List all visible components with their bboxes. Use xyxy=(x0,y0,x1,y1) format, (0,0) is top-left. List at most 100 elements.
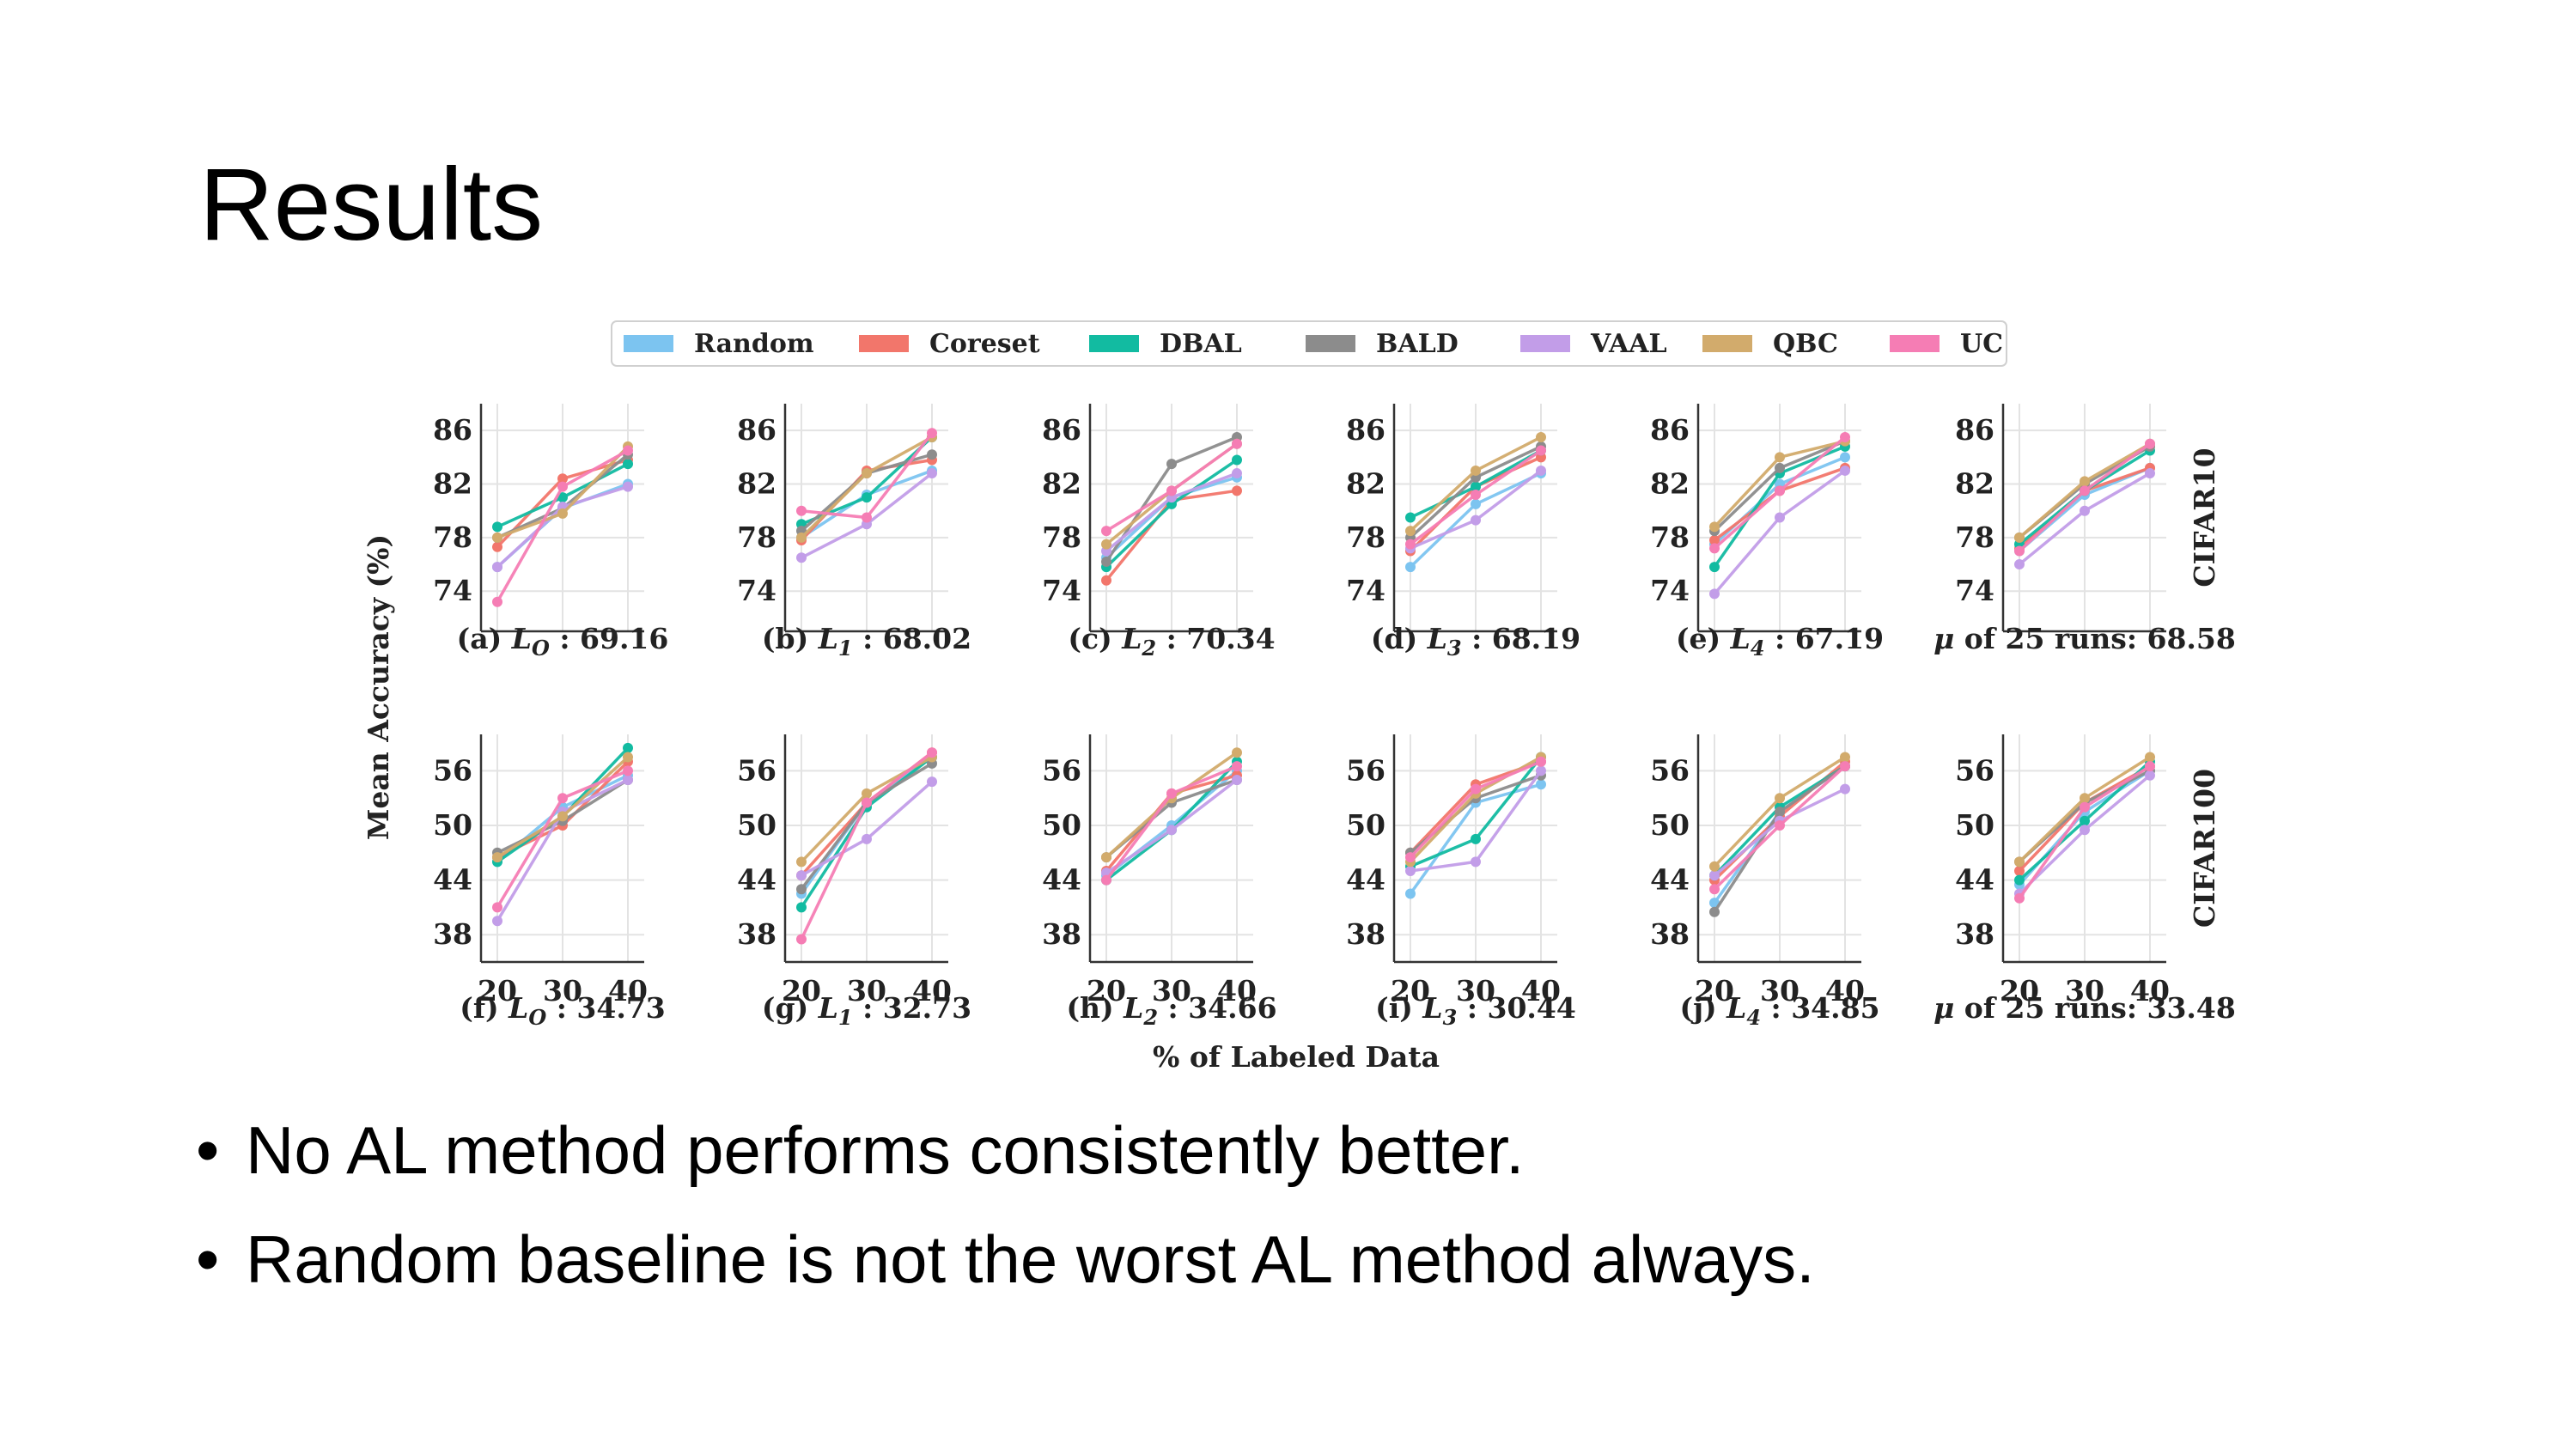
data-point xyxy=(1405,512,1416,523)
y-tick-label: 56 xyxy=(1042,753,1081,787)
data-point xyxy=(1840,452,1850,463)
panel-caption: (g) L1 : 32.73 xyxy=(762,991,971,1030)
y-tick-label: 56 xyxy=(433,753,472,787)
legend-label: BALD xyxy=(1376,329,1459,359)
data-point xyxy=(1775,793,1785,804)
data-point xyxy=(1709,906,1720,917)
data-point xyxy=(1232,747,1242,758)
data-point xyxy=(557,481,568,492)
data-point xyxy=(623,459,633,470)
data-point xyxy=(796,552,807,563)
data-point xyxy=(927,468,937,479)
data-point xyxy=(1101,526,1111,537)
data-point xyxy=(2145,468,2155,479)
y-tick-label: 56 xyxy=(1346,753,1385,787)
caption-prefix: (c) xyxy=(1068,622,1122,655)
data-point xyxy=(2080,485,2090,496)
x-tick-label: 40 xyxy=(1521,974,1561,1008)
data-point xyxy=(1101,874,1111,886)
data-point xyxy=(2014,856,2025,868)
data-point xyxy=(1405,888,1416,899)
data-point xyxy=(1775,512,1785,523)
y-tick-label: 78 xyxy=(433,521,472,554)
x-tick-label: 30 xyxy=(2065,974,2104,1008)
caption-suffix: : 34.85 xyxy=(1761,991,1880,1025)
bullet-item: • Random baseline is not the worst AL me… xyxy=(196,1226,1815,1335)
data-point xyxy=(796,934,807,945)
caption-suffix: of 25 runs: 33.48 xyxy=(1954,991,2236,1025)
data-point xyxy=(1101,556,1111,567)
panel-caption: (c) L2 : 70.34 xyxy=(1068,622,1275,661)
caption-subscript: 2 xyxy=(1141,636,1156,661)
data-point xyxy=(1775,820,1785,831)
chart-panel: 74 78 82 86 (c) L2 : 70.34 xyxy=(1042,404,1276,661)
data-point xyxy=(1101,539,1111,550)
data-point xyxy=(862,788,872,799)
caption-symbol: L xyxy=(1726,991,1746,1025)
caption-symbol: μ xyxy=(1934,622,1954,655)
y-tick-label: 86 xyxy=(1042,413,1081,447)
data-point xyxy=(2014,559,2025,570)
caption-suffix: : 70.34 xyxy=(1156,622,1276,655)
y-tick-label: 86 xyxy=(1955,413,1994,447)
data-point xyxy=(1840,761,1850,772)
x-tick-label: 40 xyxy=(1217,974,1257,1008)
data-point xyxy=(2145,438,2155,449)
caption-symbol: L xyxy=(508,991,528,1025)
panel-caption: (d) L3 : 68.19 xyxy=(1371,622,1580,661)
caption-symbol: L xyxy=(1427,622,1447,655)
data-point xyxy=(2145,752,2155,763)
data-point xyxy=(1405,562,1416,573)
y-tick-label: 44 xyxy=(1346,863,1385,897)
data-point xyxy=(492,902,502,913)
y-tick-label: 50 xyxy=(1042,808,1081,842)
bullet-text: No AL method performs consistently bette… xyxy=(246,1112,1525,1188)
data-point xyxy=(1471,856,1481,868)
chart-panel: 74 78 82 86 (b) L1 : 68.02 xyxy=(737,404,971,661)
caption-suffix: : 69.16 xyxy=(550,622,669,655)
data-point xyxy=(1709,861,1720,872)
data-point xyxy=(1232,485,1242,496)
data-point xyxy=(796,884,807,895)
data-point xyxy=(492,521,502,533)
data-point xyxy=(1709,543,1720,554)
caption-prefix: (g) xyxy=(762,991,819,1025)
chart-panel: 74 78 82 86 (d) L3 : 68.19 xyxy=(1346,404,1580,661)
data-point xyxy=(1471,783,1481,795)
y-tick-label: 74 xyxy=(1042,574,1081,607)
data-point xyxy=(557,492,568,503)
caption-subscript: O xyxy=(528,1005,546,1030)
data-point xyxy=(623,752,633,763)
x-tick-label: 30 xyxy=(847,974,886,1008)
x-tick-label: 40 xyxy=(912,974,952,1008)
panel-caption: μ of 25 runs: 68.58 xyxy=(1934,622,2236,655)
data-point xyxy=(796,902,807,913)
caption-suffix: : 32.73 xyxy=(853,991,972,1025)
data-point xyxy=(796,505,807,516)
data-point xyxy=(1232,438,1242,449)
data-point xyxy=(2014,866,2025,876)
data-point xyxy=(1536,465,1546,476)
y-tick-label: 74 xyxy=(1346,574,1385,607)
y-tick-label: 38 xyxy=(1346,917,1385,951)
x-tick-label: 30 xyxy=(1456,974,1495,1008)
panel-caption: (a) LO : 69.16 xyxy=(457,622,669,661)
data-point xyxy=(796,856,807,868)
data-point xyxy=(557,793,568,804)
data-point xyxy=(862,833,872,844)
caption-prefix: (b) xyxy=(762,622,819,655)
data-point xyxy=(1232,775,1242,785)
bullet-list: • No AL method performs consistently bet… xyxy=(196,1117,1815,1335)
caption-prefix: (j) xyxy=(1679,991,1726,1025)
caption-prefix: (f) xyxy=(460,991,509,1025)
data-point xyxy=(2014,532,2025,543)
caption-suffix: : 30.44 xyxy=(1457,991,1576,1025)
y-tick-label: 78 xyxy=(1346,521,1385,554)
data-point xyxy=(2145,761,2155,772)
data-point xyxy=(1471,490,1481,500)
y-tick-label: 44 xyxy=(1650,863,1690,897)
data-point xyxy=(1536,445,1546,456)
bullet-text: Random baseline is not the worst AL meth… xyxy=(246,1221,1815,1297)
legend: Random Coreset DBAL BALD VAAL QBC UC xyxy=(611,320,2007,367)
